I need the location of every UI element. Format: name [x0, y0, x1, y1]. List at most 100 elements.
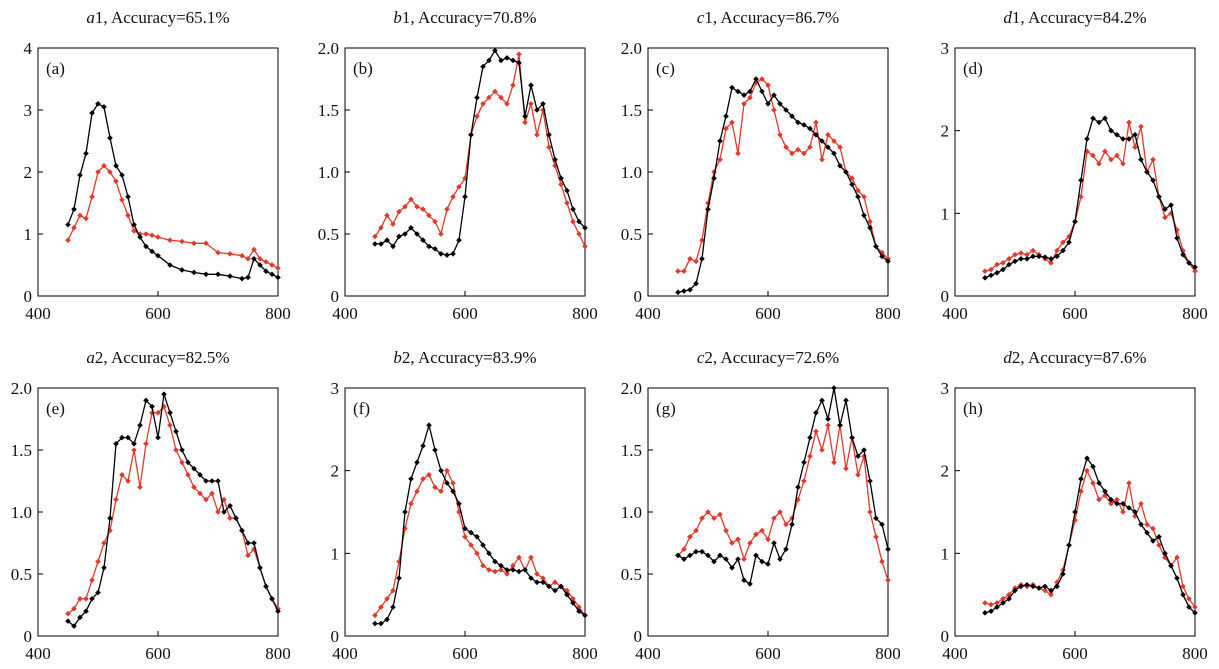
data-point — [227, 273, 233, 279]
data-point — [1114, 152, 1120, 159]
data-point — [390, 243, 396, 250]
x-tick-label: 600 — [145, 644, 171, 663]
chart-title: d1, Accuracy=84.2% — [1003, 8, 1146, 27]
data-point — [711, 175, 717, 181]
data-point — [71, 225, 77, 231]
data-point — [1192, 268, 1198, 274]
title-letter: d — [1003, 348, 1012, 367]
data-point — [1090, 463, 1096, 470]
data-point — [552, 579, 558, 586]
data-point — [468, 132, 474, 138]
title-text: 1, Accuracy=65.1% — [95, 8, 230, 27]
data-point — [131, 447, 137, 453]
y-tick-label: 3 — [331, 379, 340, 398]
data-point — [1060, 571, 1066, 577]
x-tick-label: 600 — [1062, 644, 1088, 663]
data-point — [1162, 550, 1168, 557]
data-point — [462, 525, 468, 532]
data-point — [771, 107, 777, 113]
data-point — [831, 385, 837, 391]
y-tick-label: 1.0 — [621, 503, 642, 522]
title-text: 2, Accuracy=82.5% — [95, 348, 230, 367]
data-point — [269, 262, 275, 268]
data-point — [185, 459, 191, 466]
data-point — [861, 453, 867, 459]
data-point — [251, 256, 257, 262]
data-point — [1174, 575, 1180, 581]
y-tick-label: 3 — [941, 379, 950, 398]
data-point — [275, 265, 281, 271]
data-point — [263, 583, 269, 590]
data-point — [89, 110, 95, 116]
data-point — [1048, 591, 1054, 598]
data-point — [510, 57, 516, 64]
data-point — [1066, 542, 1072, 548]
data-point — [843, 169, 849, 175]
data-point — [155, 234, 161, 240]
data-point — [747, 88, 753, 95]
data-point — [504, 571, 510, 577]
data-point — [1024, 251, 1030, 258]
data-point — [982, 275, 988, 281]
data-point — [408, 196, 414, 203]
data-point — [982, 600, 988, 606]
data-point — [753, 76, 759, 82]
data-point — [747, 94, 753, 101]
data-point — [438, 488, 444, 495]
data-point — [765, 82, 771, 88]
data-point — [438, 467, 444, 474]
data-point — [777, 509, 783, 515]
data-point — [528, 554, 534, 561]
data-point — [994, 600, 1000, 606]
data-point — [795, 496, 801, 503]
title-letter: c — [697, 348, 705, 367]
data-point — [516, 554, 522, 561]
data-point — [131, 228, 137, 234]
data-point — [486, 57, 492, 64]
data-point — [468, 529, 474, 536]
data-point — [540, 579, 546, 586]
data-point — [450, 480, 456, 486]
data-point — [1078, 194, 1084, 200]
data-point — [528, 575, 534, 581]
x-tick-label: 600 — [1062, 304, 1088, 323]
data-point — [693, 280, 699, 287]
data-point — [456, 184, 462, 190]
data-point — [1006, 261, 1012, 268]
data-point — [1102, 115, 1108, 122]
chart-title: b2, Accuracy=83.9% — [393, 348, 536, 367]
y-tick-label: 2.0 — [621, 39, 642, 58]
data-point — [107, 135, 113, 141]
data-point — [693, 548, 699, 555]
data-point — [801, 122, 807, 128]
title-letter: a — [86, 348, 95, 367]
data-point — [378, 620, 384, 627]
data-point — [1084, 467, 1090, 474]
data-point — [221, 496, 227, 503]
data-point — [741, 101, 747, 107]
x-tick-label: 600 — [755, 644, 781, 663]
data-point — [855, 472, 861, 478]
data-point — [179, 238, 185, 245]
data-point — [783, 521, 789, 528]
data-point — [994, 604, 1000, 610]
data-point — [540, 101, 546, 107]
y-tick-label: 1 — [941, 544, 950, 563]
data-point — [849, 434, 855, 441]
series-line — [984, 470, 1196, 608]
data-point — [239, 252, 245, 259]
panel-label: (g) — [656, 399, 676, 418]
data-point — [378, 241, 384, 247]
data-point — [1006, 596, 1012, 602]
data-point — [215, 478, 221, 484]
data-point — [257, 565, 263, 571]
data-point — [227, 251, 233, 257]
data-point — [1162, 206, 1168, 212]
data-point — [1024, 581, 1030, 588]
data-point — [113, 441, 119, 447]
data-point — [209, 478, 215, 484]
data-point — [777, 132, 783, 138]
data-point — [1084, 455, 1090, 462]
data-point — [444, 480, 450, 486]
data-point — [498, 94, 504, 101]
